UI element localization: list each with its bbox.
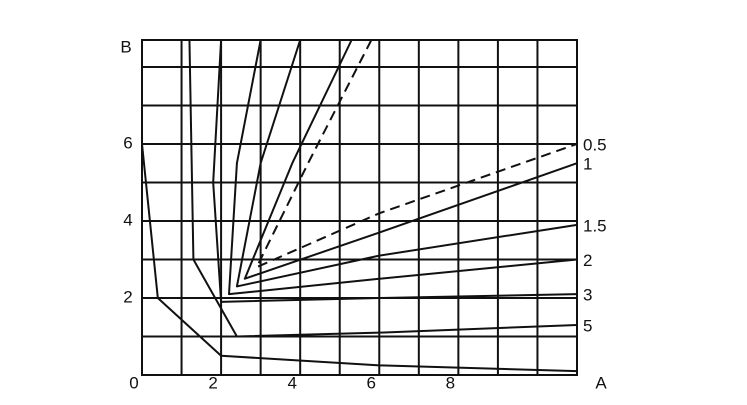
curve [235,39,578,288]
curve [212,39,578,303]
curve-label: 2 [583,251,592,270]
x-tick-label: 2 [208,373,217,392]
x-tick-label: 4 [287,373,296,392]
curve [228,39,578,296]
curve-label: 3 [583,286,592,305]
x-tick-label: 8 [446,373,455,392]
plot-frame [141,39,578,376]
curve [188,39,578,338]
curve-label: 1 [583,155,592,174]
y-tick-label: 2 [123,287,132,306]
curve-label: 1.5 [583,216,607,235]
curve-label: 0.5 [583,135,607,154]
y-tick-label: 6 [123,133,132,152]
curve [141,143,578,373]
x-axis-label: A [595,373,607,392]
curve [243,39,578,280]
y-tick-label: 4 [123,210,132,229]
curve-label: 5 [583,316,592,335]
y-axis-label: B [120,37,131,56]
x-tick-label: 0 [129,373,138,392]
x-tick-label: 6 [367,373,376,392]
